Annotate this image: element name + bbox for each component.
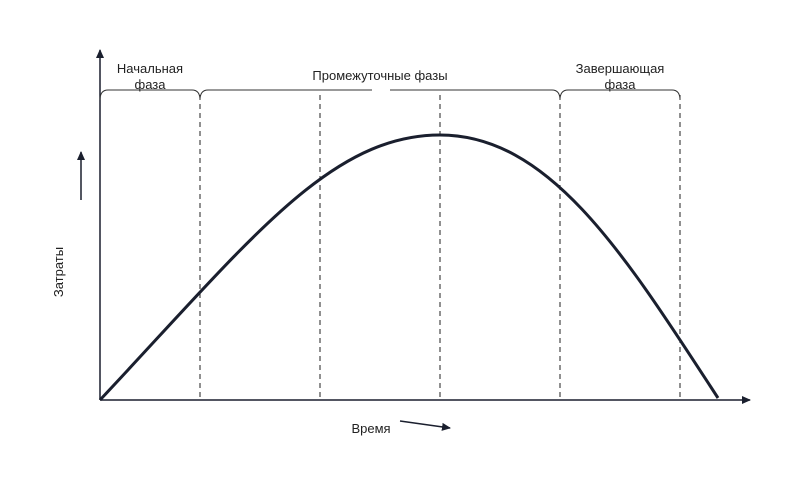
- phase-dividers: [199, 95, 681, 398]
- cost-curve: [98, 133, 720, 402]
- phase-label: фаза: [605, 77, 637, 92]
- phase-label: Начальная: [117, 61, 183, 76]
- phase-label: Завершающая: [576, 61, 665, 76]
- x-label-arrow: [399, 420, 451, 431]
- phase-label: фаза: [135, 77, 167, 92]
- y-axis-label: Затраты: [51, 247, 66, 297]
- phase-label: Промежуточные фазы: [312, 68, 447, 83]
- x-axis-label: Время: [351, 421, 390, 436]
- phase-braces: [99, 89, 681, 101]
